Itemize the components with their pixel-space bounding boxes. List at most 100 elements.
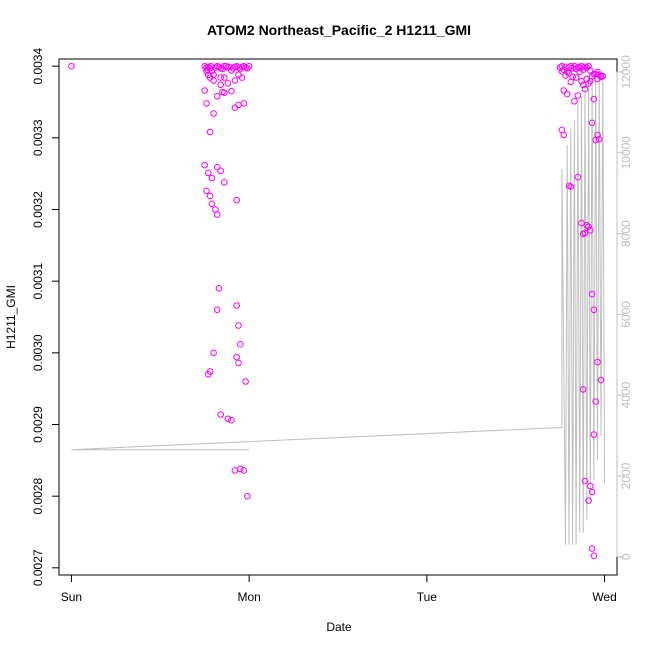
x-tick-label: Wed — [592, 590, 616, 604]
data-point — [572, 74, 580, 81]
y-tick-label: 0.0027 — [31, 549, 45, 586]
x-tick-label: Mon — [237, 590, 260, 604]
data-point — [217, 74, 224, 81]
y2-tick-label: 10000 — [619, 136, 633, 170]
chart-title: ATOM2 Northeast_Pacific_2 H1211_GMI — [207, 22, 471, 38]
data-point — [213, 211, 221, 218]
data-point — [574, 92, 582, 99]
axes-layer: Sun Mon Tue Wed 0.0027 0.0028 0.0029 0.0030 0.00… — [31, 48, 633, 604]
data-point — [562, 72, 569, 79]
data-point — [244, 65, 251, 72]
data-point — [213, 306, 221, 314]
x-tick-label: Sun — [61, 590, 82, 604]
data-point — [237, 465, 244, 473]
data-point — [233, 353, 240, 361]
series-layer — [68, 62, 607, 560]
data-point — [244, 492, 251, 500]
data-point — [585, 223, 592, 230]
data-point — [581, 85, 589, 93]
data-point — [245, 62, 253, 70]
data-point — [576, 68, 584, 76]
data-point — [567, 62, 575, 70]
y-tick-label: 0.0034 — [31, 48, 45, 85]
data-point — [213, 163, 221, 171]
y-tick-label: 0.0030 — [31, 334, 45, 371]
y-tick-label: 0.0031 — [31, 263, 45, 300]
data-point — [590, 552, 598, 560]
data-point — [235, 101, 242, 109]
data-point — [206, 192, 214, 200]
data-point — [565, 70, 573, 77]
data-point — [233, 196, 240, 204]
y2-tick-label: 2000 — [619, 462, 633, 489]
data-point — [558, 67, 566, 75]
data-point — [597, 376, 605, 384]
y2-tick-label: 6000 — [619, 301, 633, 328]
y2-tick-label: 4000 — [619, 382, 633, 409]
y-tick-label: 0.0033 — [31, 119, 45, 156]
data-point — [590, 431, 598, 438]
series-line — [71, 71, 606, 545]
data-point — [221, 89, 228, 96]
data-point — [587, 482, 594, 490]
y2-tick-label: 8000 — [619, 220, 633, 247]
data-point — [588, 488, 596, 496]
data-point — [592, 398, 600, 405]
data-point — [567, 78, 575, 86]
data-point — [599, 72, 607, 80]
data-point — [203, 187, 210, 195]
x-axis-label: Date — [326, 620, 352, 634]
data-point — [563, 90, 571, 98]
data-point — [560, 131, 568, 139]
data-point — [68, 62, 75, 70]
data-point — [217, 167, 224, 175]
data-point — [235, 359, 242, 367]
data-point — [237, 340, 244, 348]
data-point — [588, 545, 596, 552]
y-axis-label: H1211_GMI — [4, 285, 18, 349]
data-point — [587, 67, 594, 74]
y2-tick-label: 0 — [619, 553, 633, 560]
data-point — [588, 290, 596, 298]
x-tick-label: Tue — [417, 590, 438, 604]
y-tick-label: 0.0029 — [31, 406, 45, 443]
data-point — [210, 349, 217, 357]
data-point — [213, 93, 221, 100]
data-point — [560, 87, 568, 94]
data-point — [590, 306, 598, 314]
data-point — [595, 136, 603, 143]
data-point — [228, 416, 235, 424]
data-point — [210, 110, 217, 117]
data-point — [594, 131, 601, 139]
data-point — [578, 219, 585, 227]
data-point — [571, 98, 578, 105]
data-point — [203, 67, 210, 75]
data-point — [231, 77, 239, 84]
data-point — [587, 227, 594, 234]
data-point — [240, 467, 248, 474]
data-point — [210, 77, 217, 84]
data-point — [222, 62, 230, 70]
data-point — [578, 77, 585, 85]
data-point — [217, 81, 224, 89]
data-point — [242, 378, 249, 385]
data-point — [224, 80, 232, 87]
data-point — [581, 229, 589, 237]
data-point — [208, 200, 216, 208]
data-point — [597, 72, 605, 80]
data-point — [201, 161, 208, 169]
data-point — [574, 173, 582, 181]
data-point — [221, 179, 228, 186]
data-point — [585, 62, 592, 70]
y2-tick-label: 12000 — [619, 55, 633, 89]
data-point — [585, 80, 592, 87]
data-point — [590, 95, 598, 103]
data-point — [203, 100, 210, 107]
data-point — [221, 74, 228, 81]
data-point — [558, 62, 566, 70]
data-point — [205, 63, 212, 71]
y-tick-label: 0.0028 — [31, 478, 45, 515]
data-point — [579, 386, 587, 393]
data-point — [238, 74, 246, 81]
